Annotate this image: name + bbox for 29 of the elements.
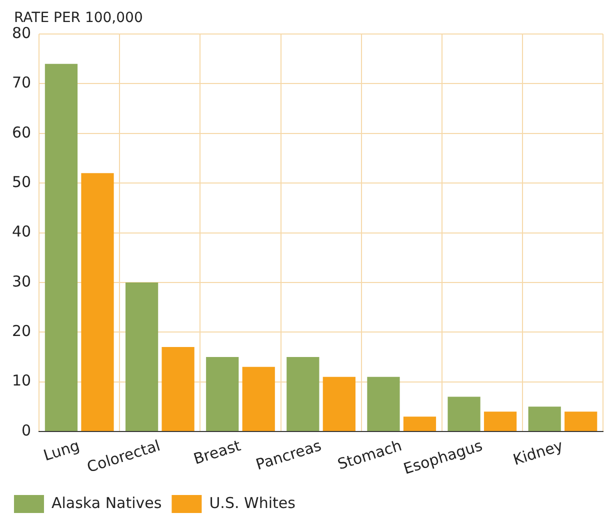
bar	[44, 64, 78, 432]
y-tick-label: 60	[12, 123, 32, 142]
y-tick-label: 20	[12, 322, 32, 340]
y-tick-label: 50	[12, 172, 32, 191]
y-tick-label: 80	[12, 24, 32, 42]
x-tick-label: Lung	[41, 436, 82, 465]
y-tick-label: 10	[12, 372, 32, 390]
y-tick-label: 0	[22, 421, 32, 440]
bar	[564, 412, 598, 432]
bar	[528, 406, 561, 432]
bar	[322, 376, 356, 432]
bar	[286, 356, 320, 432]
bar	[162, 347, 194, 432]
y-tick-label: 70	[12, 74, 32, 92]
bar	[125, 282, 158, 432]
y-axis-title: RATE PER 100,000	[14, 10, 143, 26]
bar	[403, 416, 436, 432]
legend-label: Alaska Natives	[52, 494, 162, 512]
bar	[484, 412, 517, 432]
bar	[448, 396, 480, 432]
legend-label: U.S. Whites	[209, 494, 296, 512]
y-tick-label: 30	[12, 272, 32, 290]
bar	[367, 376, 400, 432]
bar	[206, 356, 239, 432]
x-tick-label: Breast	[191, 436, 243, 468]
bar	[81, 173, 114, 432]
bar	[242, 366, 275, 432]
y-tick-label: 40	[12, 222, 32, 241]
x-tick-label: Kidney	[510, 436, 566, 469]
